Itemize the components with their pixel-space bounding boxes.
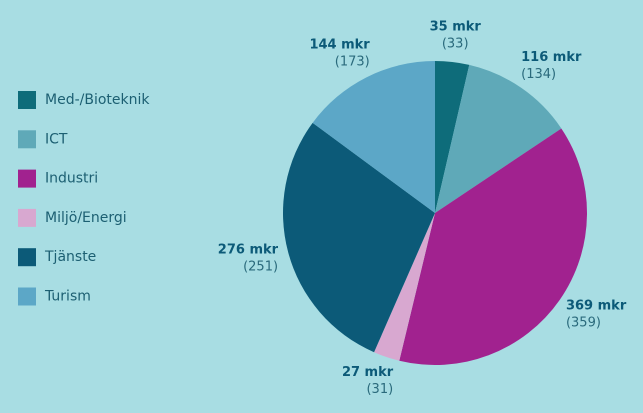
legend-swatch	[18, 208, 36, 227]
legend-swatch	[18, 91, 36, 109]
pie-slice	[312, 61, 435, 213]
legend-label: Miljö/Energi	[45, 210, 127, 226]
previous-value-label: (173)	[335, 55, 370, 70]
value-label: 369 mkr	[566, 298, 627, 313]
value-label: 27 mkr	[342, 365, 394, 380]
pie-slice	[399, 128, 587, 365]
legend-swatch	[18, 287, 36, 306]
pie-slice	[435, 64, 562, 213]
previous-value-label: (31)	[366, 382, 393, 397]
legend-swatch	[18, 248, 36, 267]
value-label: 35 mkr	[430, 20, 482, 35]
previous-value-label: (251)	[243, 260, 278, 275]
value-label: 276 mkr	[218, 243, 279, 258]
value-label: 116 mkr	[521, 50, 582, 65]
previous-value-label: (33)	[442, 37, 469, 52]
pie-slice	[283, 122, 435, 353]
previous-value-label: (359)	[566, 315, 601, 330]
legend-label: Med-/Bioteknik	[45, 92, 150, 108]
previous-value-label: (134)	[521, 67, 556, 82]
legend-label: Industri	[45, 171, 98, 187]
value-label: 144 mkr	[309, 38, 370, 53]
pie-slice	[435, 61, 470, 213]
legend-label: Turism	[44, 289, 91, 305]
legend-swatch	[18, 130, 36, 149]
legend-label: Tjänste	[44, 249, 96, 265]
pie-slice	[374, 213, 435, 361]
legend-label: ICT	[45, 131, 68, 147]
legend-swatch	[18, 169, 36, 188]
